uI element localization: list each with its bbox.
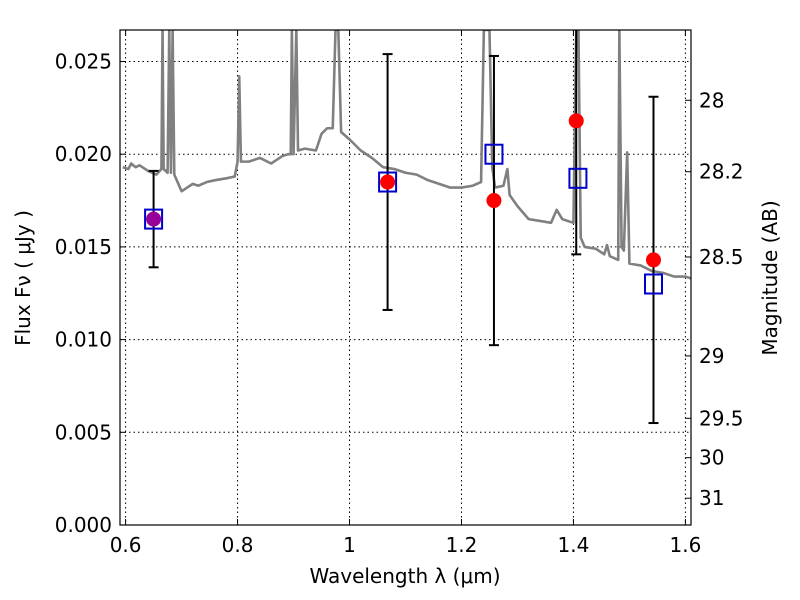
x-tick-label: 1.2 bbox=[446, 533, 478, 557]
y2-axis-label: Magnitude (AB) bbox=[758, 200, 782, 355]
observed-point-circle bbox=[146, 211, 162, 227]
model-point-square bbox=[643, 273, 663, 295]
y2-tick-label: 30 bbox=[699, 446, 724, 470]
y-tick-label: 0.015 bbox=[55, 235, 112, 259]
y-tick-label: 0.005 bbox=[55, 420, 112, 444]
plot-area bbox=[122, 30, 691, 425]
y-tick-label: 0.000 bbox=[55, 513, 112, 537]
y-axis-label: Flux Fν ( μJy ) bbox=[11, 210, 35, 346]
x-tick-label: 1 bbox=[343, 533, 356, 557]
axis-ticks: 0.6 0.8 1 1.2 1.4 1.6 0.000 0.005 0.010 0.015 0.02… bbox=[55, 30, 744, 557]
spectrum-line bbox=[122, 30, 691, 280]
x-tick-label: 1.4 bbox=[558, 533, 590, 557]
observed-point-circle bbox=[568, 113, 584, 129]
y2-tick-label: 28.2 bbox=[699, 160, 744, 184]
model-point-square bbox=[568, 167, 588, 189]
model-point-square bbox=[144, 208, 164, 230]
y2-tick-label: 29 bbox=[699, 344, 724, 368]
y-tick-label: 0.020 bbox=[55, 142, 112, 166]
x-axis-label: Wavelength λ (μm) bbox=[309, 564, 500, 588]
y-tick-label: 0.025 bbox=[55, 50, 112, 74]
observed-point-circle bbox=[486, 193, 502, 209]
plot-frame bbox=[119, 29, 692, 526]
model-point-square bbox=[378, 171, 398, 193]
x-tick-label: 0.8 bbox=[222, 533, 254, 557]
model-point-square bbox=[484, 143, 504, 165]
observed-point-circle bbox=[380, 174, 396, 190]
x-tick-label: 0.6 bbox=[110, 533, 142, 557]
y2-tick-label: 31 bbox=[699, 486, 724, 510]
observed-point-circle bbox=[645, 252, 661, 268]
x-tick-label: 1.6 bbox=[669, 533, 701, 557]
y2-tick-label: 29.5 bbox=[699, 406, 744, 430]
y-tick-label: 0.010 bbox=[55, 328, 112, 352]
grid-lines bbox=[120, 30, 691, 526]
y2-tick-label: 28.5 bbox=[699, 245, 744, 269]
y2-tick-label: 28 bbox=[699, 88, 724, 112]
